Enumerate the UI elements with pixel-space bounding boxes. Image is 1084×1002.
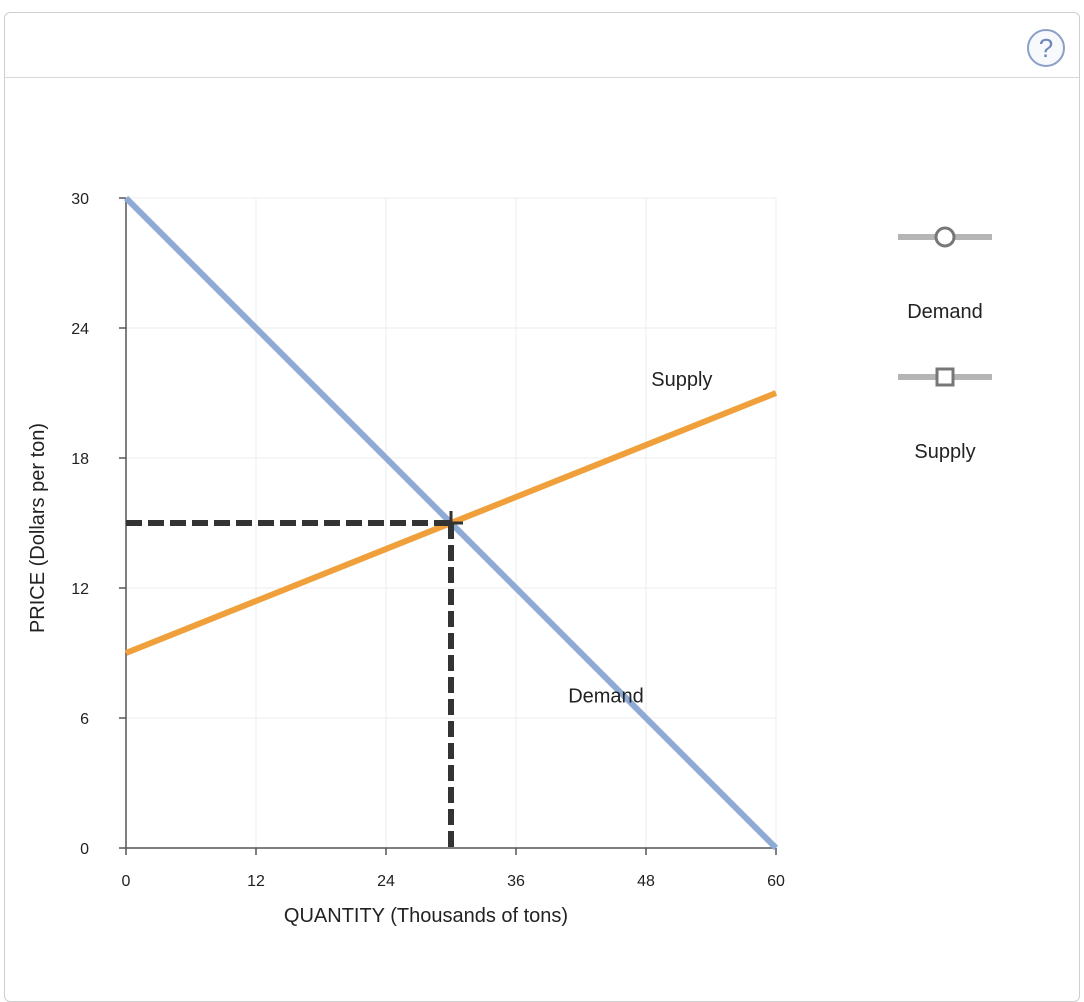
y-tick-label: 12 (71, 581, 89, 598)
y-axis-title: PRICE (Dollars per ton) (27, 423, 49, 633)
help-button[interactable]: ? (1027, 29, 1065, 67)
panel-header: ? (5, 13, 1079, 78)
x-tick-label: 48 (637, 873, 655, 890)
x-tick-label: 0 (122, 873, 131, 890)
x-axis-title: QUANTITY (Thousands of tons) (284, 905, 568, 927)
x-tick-label: 60 (767, 873, 785, 890)
x-tick-label: 36 (507, 873, 525, 890)
legend-circle-icon[interactable] (934, 226, 956, 248)
supply-curve-label: Supply (651, 369, 712, 391)
y-tick-label: 0 (80, 841, 89, 858)
y-tick-label: 24 (71, 321, 89, 338)
y-tick-label: 18 (71, 451, 89, 468)
demand-curve-label: Demand (568, 685, 644, 707)
y-tick-label: 30 (71, 191, 89, 208)
y-tick-label: 6 (80, 711, 89, 728)
x-tick-label: 24 (377, 873, 395, 890)
graph-panel: ? (4, 12, 1080, 1002)
legend-square-icon[interactable] (935, 367, 955, 387)
x-tick-label: 12 (247, 873, 265, 890)
legend-label-demand: Demand (907, 301, 983, 323)
question-mark-icon: ? (1038, 33, 1054, 63)
legend-label-supply: Supply (914, 441, 975, 463)
